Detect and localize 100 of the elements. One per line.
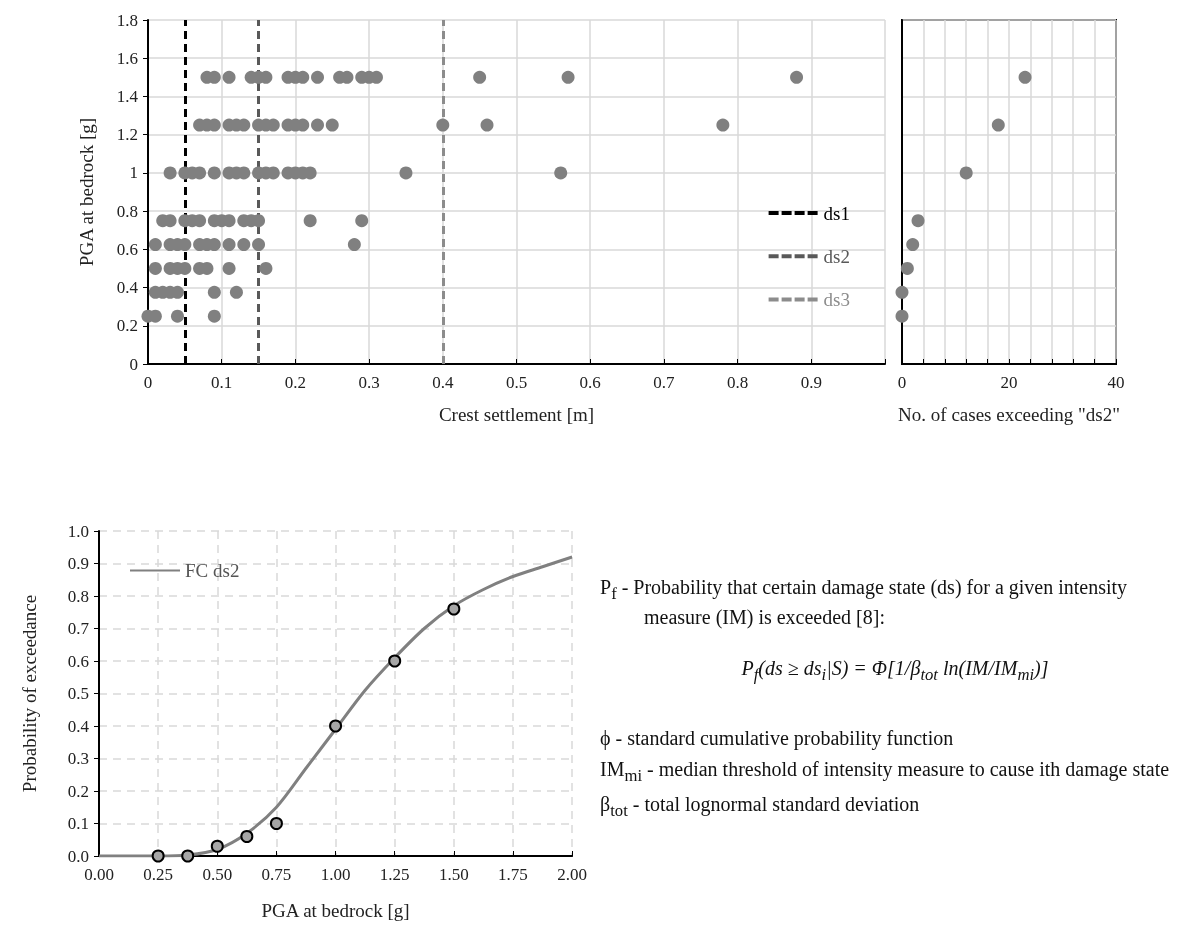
point	[259, 261, 273, 275]
point	[148, 238, 162, 252]
text: P$_{f}$ - Probability that certain damage state (ds) for a given intensity measure (IM) is exceeded [8]:	[600, 575, 1129, 630]
x-tick-label: 1.00	[320, 865, 351, 884]
point	[447, 602, 461, 616]
ref-line-label: ds1	[823, 202, 851, 224]
x-tick-label: 0.7	[653, 373, 676, 392]
x-tick-label: 20	[1000, 373, 1018, 392]
x-axis-title: No. of cases exceeding "ds2"	[898, 403, 1120, 425]
point	[170, 309, 184, 323]
x-tick-label: 1.75	[498, 865, 528, 884]
x-tick-label: 0.25	[143, 865, 174, 884]
x-tick-label: 0.00	[84, 865, 114, 884]
y-tick-label: 0.9	[67, 554, 89, 573]
x-tick-label: 40	[1107, 373, 1125, 392]
point	[207, 166, 221, 180]
legend-label: FC ds2	[185, 560, 240, 581]
y-tick-label: 1.8	[116, 10, 138, 30]
point	[222, 238, 236, 252]
y-tick-label: 0.0	[67, 846, 89, 866]
y-axis-title: PGA at bedrock [g]	[75, 117, 97, 267]
x-axis-title: PGA at bedrock [g]	[261, 899, 410, 921]
x-tick-label: 2.00	[557, 865, 587, 884]
x-tick-label: 0	[143, 373, 153, 392]
y-tick-label: 1.2	[116, 125, 138, 145]
point	[716, 118, 730, 132]
x-tick-label: 1.50	[438, 865, 469, 884]
point	[900, 261, 914, 275]
point	[269, 817, 283, 830]
x-tick-label: 0.8	[726, 373, 749, 392]
y-tick-label: 0.6	[116, 239, 138, 259]
point	[790, 70, 804, 84]
ref-line-label: ds2	[823, 245, 851, 267]
y-tick-label: 0.6	[67, 651, 89, 671]
y-tick-label: 0.4	[116, 278, 139, 298]
y-tick-label: 0.5	[67, 684, 89, 703]
y-tick-label: 0	[129, 354, 138, 374]
point	[480, 118, 494, 132]
point	[229, 285, 243, 299]
x-tick-label: 0.5	[505, 373, 528, 392]
point	[911, 214, 925, 228]
y-tick-label: 0.1	[67, 814, 89, 833]
point	[436, 118, 450, 132]
point	[222, 70, 236, 84]
x-axis-title: Crest settlement [m]	[438, 403, 595, 425]
text: ϕ - standard cumulative probability function	[600, 725, 955, 751]
x-tick-label: 0.50	[202, 865, 233, 884]
y-tick-label: 0.3	[67, 749, 89, 768]
point	[473, 70, 487, 84]
y-tick-label: 0.4	[67, 716, 90, 736]
x-tick-label: 0.1	[211, 373, 233, 392]
ref-line-label: ds3	[823, 289, 851, 310]
x-tick-label: 1.25	[379, 865, 410, 884]
x-tick-label: 0.9	[800, 373, 822, 392]
x-tick-label: 0.75	[261, 865, 292, 884]
point	[237, 238, 251, 252]
y-tick-label: 0.2	[67, 781, 89, 801]
point	[222, 261, 236, 275]
point	[207, 309, 221, 323]
text: P$_{f}$(ds ≥ ds$_{i}$|S) = Φ[1/β$_{tot}$ ln(IM/IM$_{mi}$)]	[741, 656, 1049, 684]
point	[388, 654, 402, 668]
point	[181, 849, 195, 863]
point	[561, 70, 575, 84]
text: β$_{tot}$ - total lognormal standard deviation	[600, 792, 921, 823]
y-tick-label: 1	[129, 163, 138, 183]
point	[895, 285, 909, 299]
point	[311, 118, 325, 132]
point	[329, 719, 343, 733]
y-tick-label: 0.2	[116, 316, 138, 336]
y-tick-label: 0.8	[67, 586, 89, 606]
point	[207, 285, 221, 299]
point	[991, 118, 1005, 132]
point	[151, 849, 165, 863]
x-tick-label: 0.6	[579, 373, 601, 392]
point	[895, 309, 909, 323]
y-tick-label: 0.8	[116, 201, 138, 221]
point	[325, 118, 339, 132]
point	[303, 214, 317, 228]
y-axis-title: Probability of exceedance	[18, 594, 40, 793]
point	[210, 839, 224, 853]
y-tick-label: 1.6	[116, 48, 138, 68]
point	[163, 166, 177, 180]
point	[355, 214, 369, 228]
point	[399, 166, 413, 180]
x-tick-label: 0	[897, 373, 907, 392]
point	[347, 238, 361, 252]
x-tick-label: 0.3	[358, 373, 380, 392]
point	[148, 261, 162, 275]
y-tick-label: 0.7	[67, 619, 90, 638]
y-tick-label: 1.0	[67, 521, 89, 541]
text: IM$_{mi}$ - median threshold of intensity measure to cause ith damage state	[600, 756, 1171, 787]
point	[1018, 70, 1032, 84]
point	[240, 830, 254, 843]
point	[252, 238, 266, 252]
point	[193, 166, 207, 180]
point	[906, 238, 920, 252]
point	[554, 166, 568, 180]
point	[311, 70, 325, 84]
x-tick-label: 0.2	[284, 373, 307, 392]
x-tick-label: 0.4	[432, 373, 454, 392]
